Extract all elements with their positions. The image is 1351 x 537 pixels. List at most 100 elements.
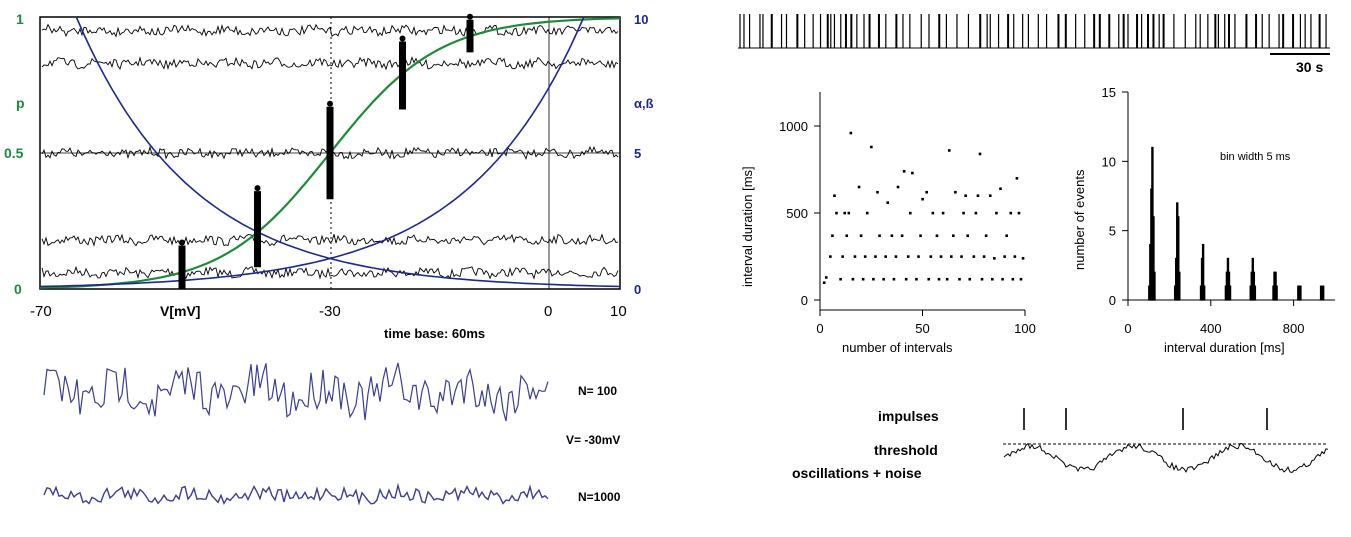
trace-n100: [43, 362, 549, 422]
scatter-point: [829, 255, 832, 258]
scatter-point: [902, 170, 906, 173]
scatter-point: [911, 171, 914, 175]
scatter-point: [974, 211, 978, 215]
scatter-point: [851, 277, 855, 281]
hist-x-tick-label: 800: [1283, 321, 1305, 336]
scatter-point: [896, 185, 900, 189]
scatter-point: [853, 255, 857, 258]
scatter-point: [988, 194, 992, 197]
scatter-point: [1015, 177, 1019, 180]
scatter-point: [980, 277, 984, 281]
scatter-point: [976, 194, 980, 197]
hist-bar: [1178, 271, 1181, 301]
x-tick-minus-70: -70: [30, 303, 52, 320]
scatter-point: [931, 211, 935, 215]
n1000-label: N=1000: [578, 490, 621, 504]
scatter-point: [950, 255, 953, 258]
scatter-y-label: interval duration [ms]: [740, 166, 755, 287]
hist-bar: [1202, 285, 1206, 301]
panel-c-spike-raster: 30 s: [738, 14, 1330, 75]
x-tick-minus-30: -30: [319, 303, 341, 320]
scatter-point: [927, 277, 931, 281]
scatter-point: [1021, 257, 1025, 260]
scatter-point: [859, 234, 863, 238]
scatter-point: [999, 187, 1002, 191]
scatter-point: [962, 211, 965, 215]
spike-train: [739, 14, 1327, 48]
scatter-point: [947, 149, 951, 152]
scatter-point: [863, 255, 867, 258]
noise-trace: [41, 23, 619, 38]
scatter-x-tick-label: 0: [816, 321, 823, 336]
scatter-y-tick-label: 0: [801, 293, 808, 308]
scatter-point: [886, 201, 890, 204]
scatter-point: [1013, 255, 1017, 258]
time-base-label: time base: 60ms: [384, 326, 485, 341]
y-right-tick-10: 10: [634, 12, 648, 27]
hist-bar: [1275, 285, 1278, 301]
scatter-point: [831, 234, 834, 238]
n100-label: N= 100: [578, 384, 617, 398]
oscillation-trace: [1003, 442, 1329, 474]
panel-e-interval-histogram: 0 5 10 15 0 400 800 number of events interval …: [1072, 85, 1335, 355]
column-cap: [254, 185, 261, 192]
scatter-point: [824, 276, 828, 279]
scatter-point: [915, 277, 918, 281]
x-axis-label: V[mV]: [160, 303, 200, 319]
panel-f-threshold-oscillation: impulses threshold oscillations + noise: [792, 408, 1329, 481]
scatter-point: [870, 145, 873, 149]
scatter-point: [968, 277, 972, 281]
scatter-point: [849, 131, 853, 135]
y-left-tick-0: 0: [14, 281, 22, 297]
hist-bar: [1321, 285, 1325, 301]
scatter-point: [890, 234, 894, 238]
x-tick-10: 10: [610, 303, 627, 320]
scatter-point: [929, 255, 933, 258]
column-cap: [179, 239, 185, 246]
hist-bar: [1319, 285, 1323, 301]
y-right-label: α,ß: [634, 96, 654, 111]
scatter-point: [991, 277, 994, 281]
scatter-point: [894, 255, 898, 258]
hist-bar: [1153, 271, 1156, 301]
hist-x-label: interval duration [ms]: [1164, 340, 1285, 355]
scatter-point: [964, 194, 967, 197]
noise-trace: [41, 56, 619, 71]
scatter-point: [865, 211, 869, 215]
scatter-point: [921, 197, 924, 201]
scatter-x-label: number of intervals: [842, 340, 953, 355]
column-cap: [467, 13, 473, 20]
scatter-point: [954, 190, 957, 194]
impulse-marks: [1023, 408, 1268, 430]
scatter-point: [861, 277, 865, 281]
scatter-point: [937, 277, 941, 281]
scatter-point: [1011, 277, 1015, 281]
scatter-point: [1003, 255, 1006, 258]
hist-y-tick-label: 10: [1102, 154, 1116, 169]
hist-y-tick-label: 5: [1109, 224, 1116, 239]
scatter-point: [906, 255, 910, 258]
scatter-point: [982, 255, 986, 258]
impulses-label: impulses: [878, 408, 939, 424]
scatter-point: [958, 277, 961, 281]
scatter-point: [845, 234, 849, 238]
scatter-point: [835, 211, 838, 215]
scatter-point: [952, 234, 955, 238]
hist-y-tick-label: 15: [1102, 85, 1116, 100]
v-label: V= -30mV: [566, 433, 620, 447]
scatter-point: [847, 211, 851, 215]
y-right-tick-0: 0: [634, 282, 641, 297]
scatter-ticks: 0 500 1000 0 50 100: [779, 119, 1036, 336]
scatter-point: [904, 277, 908, 281]
scatter-point: [966, 234, 969, 238]
hist-y-tick-label: 0: [1109, 293, 1116, 308]
scatter-point: [917, 255, 920, 258]
scatter-point: [984, 234, 988, 238]
hist-ticks: 0 5 10 15 0 400 800: [1102, 85, 1305, 336]
panel-d-interval-scatter: 0 500 1000 0 50 100 interval duration [ms] nu…: [740, 92, 1036, 355]
scatter-x-tick-label: 100: [1014, 321, 1036, 336]
scatter-point: [857, 185, 861, 189]
x-tick-0: 0: [544, 303, 552, 320]
panel-a-noise-traces: [41, 23, 619, 280]
